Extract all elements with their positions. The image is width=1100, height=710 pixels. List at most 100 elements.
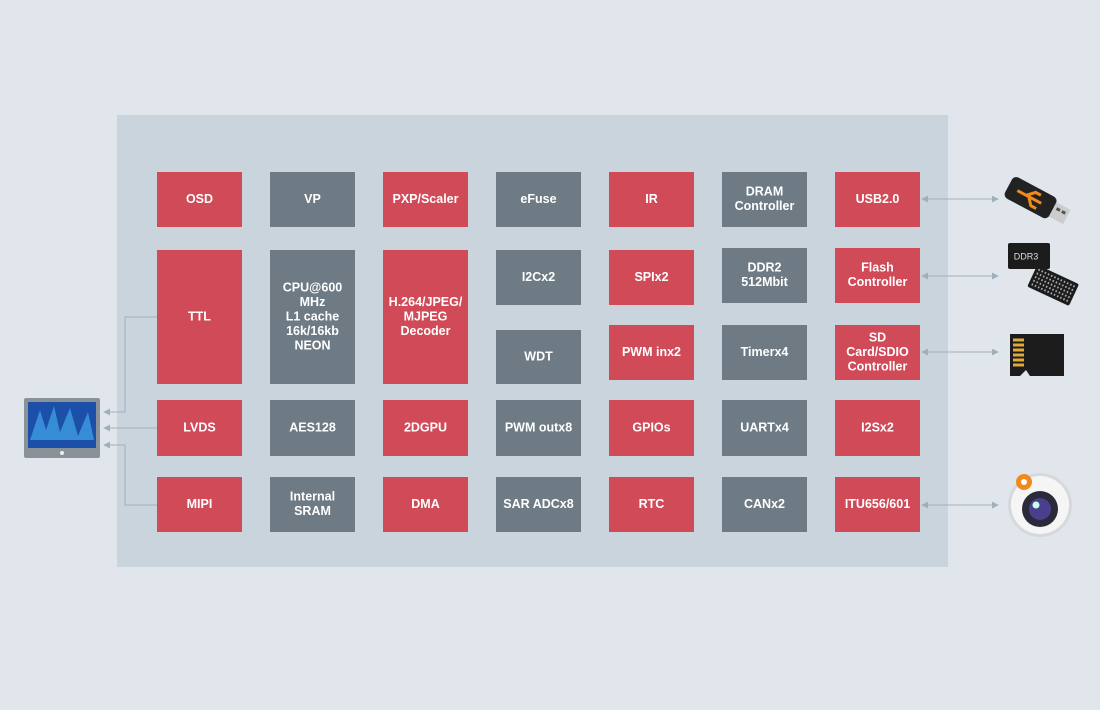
module-block: 2DGPU — [383, 400, 468, 456]
module-block: USB2.0 — [835, 172, 920, 227]
block-label: ITU656/601 — [845, 497, 910, 511]
block-label: CANx2 — [744, 497, 785, 511]
block-label: SPIx2 — [634, 270, 668, 284]
monitor-icon — [24, 398, 100, 458]
block-box — [157, 477, 242, 532]
module-block: ITU656/601 — [835, 477, 920, 532]
block-label: Controller — [848, 359, 908, 373]
block-box — [270, 477, 355, 532]
block-label: MHz — [300, 295, 326, 309]
module-block: UARTx4 — [722, 400, 807, 456]
block-label: DRAM — [746, 185, 784, 199]
block-label: TTL — [188, 309, 211, 323]
block-label: 512Mbit — [741, 275, 788, 289]
block-label: LVDS — [183, 420, 215, 434]
block-label: Flash — [861, 261, 894, 275]
block-label: Card/SDIO — [846, 345, 909, 359]
block-label: SRAM — [294, 504, 331, 518]
block-label: PWM inx2 — [622, 345, 681, 359]
block-box — [609, 172, 694, 227]
block-box — [609, 250, 694, 305]
block-box — [835, 325, 920, 380]
module-block: eFuse — [496, 172, 581, 227]
block-box — [722, 325, 807, 380]
block-box — [157, 172, 242, 227]
block-box — [835, 477, 920, 532]
connector — [103, 316, 157, 416]
module-block: PWM outx8 — [496, 400, 581, 456]
block-label: Internal — [290, 490, 335, 504]
block-label: H.264/JPEG/ — [389, 295, 463, 309]
module-block: CANx2 — [722, 477, 807, 532]
block-label: MIPI — [187, 497, 213, 511]
block-box — [496, 400, 581, 456]
block-box — [722, 477, 807, 532]
module-block: SAR ADCx8 — [496, 477, 581, 532]
block-label: USB2.0 — [856, 192, 900, 206]
module-block: PWM inx2 — [609, 325, 694, 380]
module-block: I2Sx2 — [835, 400, 920, 456]
block-label: RTC — [639, 497, 665, 511]
sd-card-icon — [1010, 334, 1064, 376]
block-label: WDT — [524, 349, 553, 363]
block-label: DMA — [411, 497, 439, 511]
block-label: IR — [645, 192, 658, 206]
block-label: eFuse — [520, 192, 556, 206]
usb-icon — [1004, 177, 1071, 224]
block-label: PWM outx8 — [505, 420, 572, 434]
block-label: SAR ADCx8 — [503, 497, 573, 511]
block-label: UARTx4 — [740, 420, 789, 434]
module-block: SPIx2 — [609, 250, 694, 305]
module-block: Timerx4 — [722, 325, 807, 380]
block-box — [270, 400, 355, 456]
block-label: CPU@600 — [283, 280, 342, 294]
block-label: Controller — [735, 199, 795, 213]
block-label: MJPEG — [404, 309, 448, 323]
block-box — [609, 325, 694, 380]
block-label: Timerx4 — [741, 345, 789, 359]
module-block: VP — [270, 172, 355, 227]
block-box — [383, 172, 468, 227]
block-label: DDR2 — [747, 261, 781, 275]
module-block: TTL — [157, 250, 242, 384]
block-label: NEON — [294, 338, 330, 352]
block-label: Decoder — [400, 324, 450, 338]
block-box — [496, 477, 581, 532]
block-box — [722, 400, 807, 456]
block-box — [722, 172, 807, 227]
module-block: PXP/Scaler — [383, 172, 468, 227]
block-label: 2DGPU — [404, 420, 447, 434]
block-label: VP — [304, 192, 321, 206]
module-block: I2Cx2 — [496, 250, 581, 305]
module-block: RTC — [609, 477, 694, 532]
module-block: AES128 — [270, 400, 355, 456]
module-block: OSD — [157, 172, 242, 227]
connector — [103, 441, 157, 506]
block-label: OSD — [186, 192, 213, 206]
block-box — [835, 172, 920, 227]
block-box — [157, 250, 242, 384]
module-block: DMA — [383, 477, 468, 532]
block-label: PXP/Scaler — [392, 192, 458, 206]
block-box — [835, 400, 920, 456]
module-block: IR — [609, 172, 694, 227]
camera-icon — [1008, 473, 1072, 537]
block-label: Controller — [848, 275, 908, 289]
block-label: AES128 — [289, 420, 336, 434]
chip-label: DDR3 — [1014, 251, 1039, 261]
block-box — [383, 250, 468, 384]
block-box — [609, 400, 694, 456]
module-block: MIPI — [157, 477, 242, 532]
module-block: LVDS — [157, 400, 242, 456]
block-label: I2Sx2 — [861, 420, 894, 434]
block-box — [496, 172, 581, 227]
